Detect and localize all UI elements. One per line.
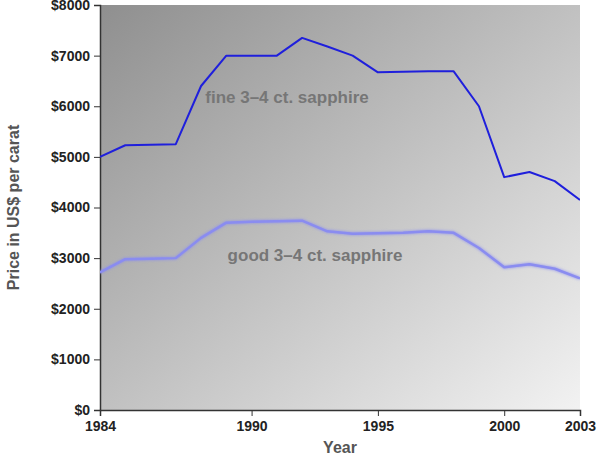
- x-tick: 1984: [85, 410, 116, 434]
- x-tick-label: 2000: [489, 418, 520, 434]
- x-tick: 2003: [565, 410, 596, 434]
- x-tick: 1995: [363, 410, 394, 434]
- y-tick: $8000: [51, 0, 100, 13]
- y-tick-mark: [94, 410, 100, 411]
- x-tick-mark: [100, 410, 101, 416]
- y-axis-title: Price in US$ per carat: [5, 124, 22, 290]
- y-axis: $0 $1000 $2000 $3000 $4000 $5000 $6000 $7000 $80…: [51, 0, 100, 418]
- y-tick-label: $1000: [51, 351, 90, 367]
- x-tick-mark: [504, 410, 505, 416]
- x-tick-mark: [580, 410, 581, 416]
- y-tick: $4000: [51, 199, 100, 215]
- series-label: good 3–4 ct. sapphire: [228, 246, 403, 265]
- y-tick: $7000: [51, 48, 100, 64]
- series-line: [100, 221, 580, 279]
- y-tick: $0: [74, 402, 100, 418]
- y-tick-label: $8000: [51, 0, 90, 13]
- y-tick-label: $3000: [51, 250, 90, 266]
- x-tick: 1990: [237, 410, 268, 434]
- plot-background: [100, 5, 580, 410]
- y-tick-label: $4000: [51, 199, 90, 215]
- x-tick-label: 1984: [85, 418, 116, 434]
- series-label: fine 3–4 ct. sapphire: [205, 88, 368, 107]
- y-tick-mark: [94, 106, 100, 107]
- y-tick: $2000: [51, 301, 100, 317]
- y-tick-mark: [94, 5, 100, 6]
- y-tick-label: $7000: [51, 48, 90, 64]
- x-axis: 1984 1990 1995 2000 2003: [85, 410, 596, 434]
- y-tick: $3000: [51, 250, 100, 266]
- y-tick-label: $5000: [51, 149, 90, 165]
- x-tick-label: 2003: [565, 418, 596, 434]
- x-tick-label: 1990: [237, 418, 268, 434]
- y-tick-mark: [94, 157, 100, 158]
- y-tick: $1000: [51, 351, 100, 367]
- y-tick-mark: [94, 309, 100, 310]
- y-tick-label: $0: [74, 402, 90, 418]
- series-line: [100, 38, 580, 200]
- x-axis-title: Year: [323, 439, 357, 456]
- y-tick-mark: [94, 359, 100, 360]
- y-tick-mark: [94, 208, 100, 209]
- x-tick-mark: [252, 410, 253, 416]
- x-tick: 2000: [489, 410, 520, 434]
- plot: $0 $1000 $2000 $3000 $4000 $5000 $6000 $7000 $80…: [51, 0, 596, 434]
- y-tick: $5000: [51, 149, 100, 165]
- y-tick: $6000: [51, 98, 100, 114]
- x-tick-label: 1995: [363, 418, 394, 434]
- lines: [100, 38, 580, 278]
- y-tick-mark: [94, 56, 100, 57]
- y-axis-line: [94, 6, 101, 411]
- x-tick-mark: [378, 410, 379, 416]
- x-axis-line: [101, 411, 581, 417]
- y-tick-mark: [94, 258, 100, 259]
- y-tick-label: $2000: [51, 301, 90, 317]
- chart: $0 $1000 $2000 $3000 $4000 $5000 $6000 $7000 $80…: [0, 0, 600, 457]
- y-tick-label: $6000: [51, 98, 90, 114]
